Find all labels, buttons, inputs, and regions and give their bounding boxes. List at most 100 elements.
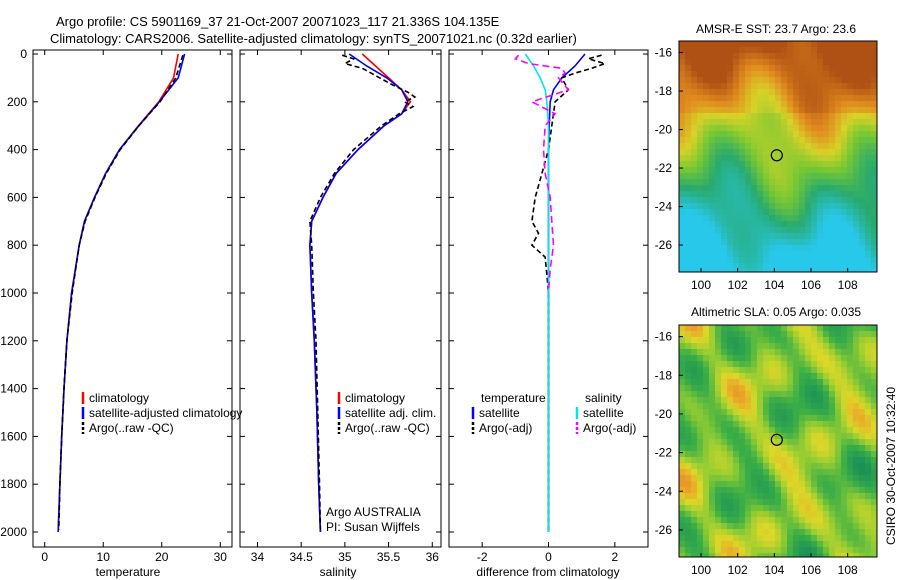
sla_map-cell (817, 511, 824, 518)
sst_map-cell (733, 143, 740, 150)
sst_map-cell (805, 125, 812, 132)
float-pi-label: PI: Susan Wijffels (326, 520, 420, 534)
sla_map-cell (757, 535, 764, 542)
sla_map-cell (715, 529, 722, 536)
sst_map-cell (823, 149, 830, 156)
sla_map-cell (715, 379, 722, 386)
sst_map-cell (739, 65, 746, 72)
sla_map-cell (715, 325, 722, 332)
sst_map-cell (775, 173, 782, 180)
sst_map-cell (835, 83, 842, 90)
sla_map-cell (685, 529, 692, 536)
sla_map-cell (721, 547, 728, 554)
sst_map-cell (727, 107, 734, 114)
sst_map-cell (715, 41, 722, 48)
sla_map-cell (751, 331, 758, 338)
sst_map-cell (685, 101, 692, 108)
sla_map-cell (703, 325, 710, 332)
sla_map-cell (763, 325, 770, 332)
sst_map-cell (781, 113, 788, 120)
sst_map-cell (811, 71, 818, 78)
sla_map-cell (775, 499, 782, 506)
sla_map-cell (799, 457, 806, 464)
sst_map-cell (823, 71, 830, 78)
sst_map-cell (817, 179, 824, 186)
sst_map-cell (757, 197, 764, 204)
sla_map-cell (739, 331, 746, 338)
sla_map-cell (793, 451, 800, 458)
sla_map-cell (703, 523, 710, 530)
sla_map-cell (739, 409, 746, 416)
sla_map-cell (865, 427, 872, 434)
sst_map-cell (757, 101, 764, 108)
sla_map-cell (775, 475, 782, 482)
sst_map-cell (805, 101, 812, 108)
sst_map-cell (793, 53, 800, 60)
sst_map-cell (847, 59, 854, 66)
sla_map-cell (847, 499, 854, 506)
sla_map-cell (817, 535, 824, 542)
sst_map-cell (733, 95, 740, 102)
sst_map-cell (757, 143, 764, 150)
sst_map-cell (811, 143, 818, 150)
sst_map-cell (721, 251, 728, 258)
sla_map-cell (793, 517, 800, 524)
sst_map-cell (697, 119, 704, 126)
depth-tick-label: 400 (7, 143, 27, 157)
sst_map-cell (679, 221, 686, 228)
sla_map-cell (697, 361, 704, 368)
sla_map-cell (787, 475, 794, 482)
sla_map-cell (829, 469, 836, 476)
sla_map-cell (799, 367, 806, 374)
sla_map-cell (793, 331, 800, 338)
sst_map-cell (685, 167, 692, 174)
sst_map-cell (739, 47, 746, 54)
sla_map-cell (769, 529, 776, 536)
sla_map-cell (691, 325, 698, 332)
sla_map-cell (745, 433, 752, 440)
sst_map-cell (685, 65, 692, 72)
sla_map-cell (733, 535, 740, 542)
sla_map-cell (859, 349, 866, 356)
sst_map-cell (763, 167, 770, 174)
sla_map-cell (847, 355, 854, 362)
sst_map-cell (727, 149, 734, 156)
sst_map-cell (841, 101, 848, 108)
sla_map-cell (691, 415, 698, 422)
sla_map-cell (865, 415, 872, 422)
sla_map-cell (733, 391, 740, 398)
sst_map-cell (697, 41, 704, 48)
sst_map-cell (793, 83, 800, 90)
sla_map-cell (781, 469, 788, 476)
sla_map-cell (817, 355, 824, 362)
sla_map-cell (757, 523, 764, 530)
sst_map-cell (775, 245, 782, 252)
sst_map-cell (769, 179, 776, 186)
sla_map-cell (709, 457, 716, 464)
sst_map-cell (859, 143, 866, 150)
sst_map-cell (823, 65, 830, 72)
sst_map-cell (715, 53, 722, 60)
sst_map-cell (871, 257, 878, 264)
sla_map-cell (781, 397, 788, 404)
sst_map-cell (763, 239, 770, 246)
sla_map-cell (685, 331, 692, 338)
sst_map-cell (697, 167, 704, 174)
sla_map-cell (685, 343, 692, 350)
sst_map-cell (793, 101, 800, 108)
sst_map-cell (853, 185, 860, 192)
sla_map-cell (835, 445, 842, 452)
sla_map-cell (751, 433, 758, 440)
sla_map-cell (829, 355, 836, 362)
sla_map-cell (685, 415, 692, 422)
sla_map-cell (793, 433, 800, 440)
sst_map-cell (805, 245, 812, 252)
sst_map-cell (829, 125, 836, 132)
sla_map-cell (685, 493, 692, 500)
sst_map-cell (829, 65, 836, 72)
sla_map-cell (691, 343, 698, 350)
sst_map-cell (727, 251, 734, 258)
sla_map-cell (811, 553, 818, 558)
sst_map-cell (823, 41, 830, 48)
sla_map-cell (763, 451, 770, 458)
